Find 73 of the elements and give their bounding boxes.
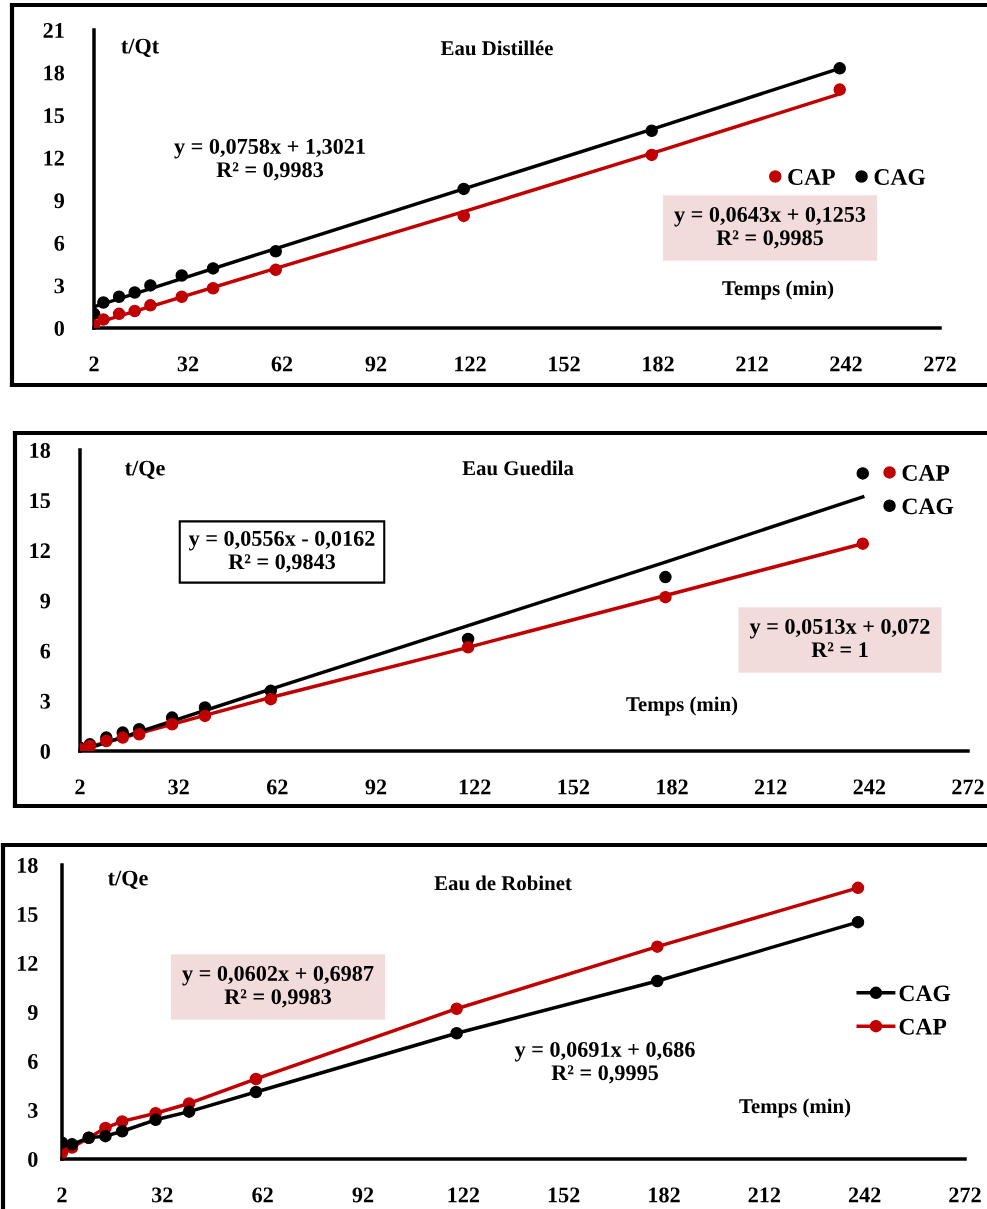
- x-axis-title: Temps (min): [626, 696, 738, 716]
- y-tick-label: 0: [40, 743, 50, 759]
- y-tick-label: 9: [40, 593, 51, 609]
- y-tick-label: 15: [30, 493, 51, 509]
- x-tick-label: 32: [168, 779, 189, 795]
- x-tick-label: 122: [448, 1187, 480, 1203]
- y-tick-label: 9: [54, 193, 65, 209]
- y-tick-label: 12: [17, 955, 38, 971]
- y-tick-label: 18: [30, 442, 51, 458]
- y-tick-label: 18: [44, 65, 65, 81]
- x-tick-label: 152: [548, 1187, 580, 1203]
- legend-label: CAG: [874, 169, 926, 185]
- annotation: y = 0,0691x + 0,686 R² = 0,9995: [514, 1041, 695, 1084]
- y-tick-label: 18: [17, 857, 38, 873]
- y-tick-label: 3: [28, 1102, 38, 1118]
- x-tick-label: 92: [365, 356, 387, 372]
- x-tick-label: 2: [57, 1187, 67, 1203]
- x-tick-label: 2: [89, 356, 99, 372]
- x-tick-label: 92: [352, 1187, 374, 1203]
- x-tick-label: 92: [365, 779, 387, 795]
- chart-title: Eau de Robinet: [434, 875, 572, 891]
- x-tick-label: 242: [830, 356, 862, 372]
- x-tick-label: 152: [558, 779, 590, 795]
- x-tick-label: 212: [748, 1187, 781, 1203]
- y-tick-label: 15: [44, 108, 65, 124]
- y-tick-label: 21: [43, 22, 64, 38]
- x-tick-label: 32: [152, 1187, 173, 1203]
- y-tick-label: 6: [28, 1053, 38, 1069]
- y-tick-label: 9: [27, 1004, 38, 1020]
- x-tick-label: 182: [657, 779, 688, 795]
- x-tick-label: 152: [549, 356, 580, 372]
- y-axis-title: t/Qe: [108, 870, 148, 889]
- y-tick-label: 15: [17, 907, 38, 922]
- x-tick-label: 242: [853, 779, 886, 795]
- x-tick-label: 122: [459, 779, 491, 795]
- y-tick-label: 12: [44, 150, 64, 166]
- x-tick-label: 272: [924, 356, 956, 372]
- x-axis-title: Temps (min): [739, 1098, 851, 1118]
- x-tick-label: 62: [252, 1187, 273, 1203]
- x-tick-label: 212: [754, 779, 787, 795]
- legend-label: CAP: [902, 465, 950, 481]
- legend-label: CAG: [899, 985, 951, 1002]
- y-tick-label: 12: [30, 543, 50, 559]
- x-axis-title: Temps (min): [722, 280, 834, 300]
- legend-label: CAP: [788, 169, 835, 185]
- x-tick-label: 32: [177, 356, 199, 372]
- x-tick-label: 272: [949, 1187, 981, 1203]
- annotation: y = 0,0513x + 0,072 R² = 1: [749, 618, 930, 657]
- y-tick-label: 0: [54, 320, 64, 336]
- y-axis-title: t/Qt: [121, 38, 160, 57]
- annotation: y = 0,0758x + 1,3021 R² = 0,9983: [174, 138, 365, 181]
- chart-title: Eau Guedila: [462, 460, 574, 476]
- chart-title: Eau Distillée: [440, 40, 553, 56]
- legend-label: CAP: [899, 1018, 947, 1035]
- y-tick-label: 0: [28, 1151, 38, 1167]
- annotation: y = 0,0643x + 0,1253 R² = 0,9985: [674, 206, 866, 249]
- x-tick-label: 2: [75, 779, 85, 795]
- legend-label: CAG: [902, 498, 954, 515]
- x-tick-label: 122: [455, 356, 486, 372]
- annotation: y = 0,0602x + 0,6987 R² = 0,9983: [182, 965, 374, 1008]
- x-tick-label: 212: [736, 356, 768, 372]
- x-tick-label: 62: [266, 779, 288, 795]
- y-tick-label: 3: [54, 278, 65, 294]
- y-tick-label: 3: [40, 693, 51, 709]
- y-tick-label: 6: [54, 235, 65, 251]
- y-tick-label: 6: [40, 643, 51, 659]
- x-tick-label: 182: [649, 1187, 680, 1203]
- x-tick-label: 242: [848, 1187, 881, 1203]
- annotation: y = 0,0556x - 0,0162 R² = 0,9843: [188, 530, 375, 573]
- x-tick-label: 62: [271, 356, 293, 372]
- x-tick-label: 182: [643, 356, 674, 372]
- x-tick-label: 272: [952, 779, 984, 795]
- y-axis-title: t/Qe: [125, 460, 165, 479]
